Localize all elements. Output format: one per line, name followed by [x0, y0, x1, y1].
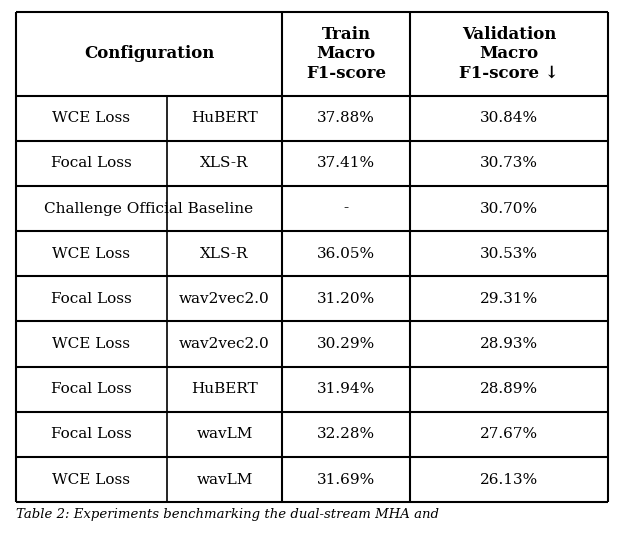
Text: 31.94%: 31.94%	[317, 382, 375, 396]
Text: 37.88%: 37.88%	[317, 111, 375, 125]
Text: Focal Loss: Focal Loss	[51, 157, 132, 170]
Text: 29.31%: 29.31%	[480, 292, 539, 306]
Text: 30.29%: 30.29%	[317, 337, 375, 351]
Text: WCE Loss: WCE Loss	[52, 337, 130, 351]
Text: 30.70%: 30.70%	[480, 201, 538, 215]
Text: -: -	[344, 201, 349, 215]
Text: HuBERT: HuBERT	[191, 111, 258, 125]
Text: Focal Loss: Focal Loss	[51, 292, 132, 306]
Text: WCE Loss: WCE Loss	[52, 111, 130, 125]
Text: 30.84%: 30.84%	[480, 111, 538, 125]
Text: wav2vec2.0: wav2vec2.0	[179, 292, 270, 306]
Text: WCE Loss: WCE Loss	[52, 247, 130, 261]
Text: Challenge Official Baseline: Challenge Official Baseline	[44, 201, 253, 215]
Text: 37.41%: 37.41%	[317, 157, 375, 170]
Text: 27.67%: 27.67%	[480, 428, 538, 441]
Text: WCE Loss: WCE Loss	[52, 472, 130, 487]
Text: XLS-R: XLS-R	[200, 157, 249, 170]
Text: Configuration: Configuration	[84, 45, 214, 62]
Text: Table 2: Experiments benchmarking the dual-stream MHA and: Table 2: Experiments benchmarking the du…	[16, 508, 439, 521]
Text: wavLM: wavLM	[197, 428, 253, 441]
Text: wavLM: wavLM	[197, 472, 253, 487]
Text: 30.53%: 30.53%	[480, 247, 538, 261]
Text: 31.69%: 31.69%	[317, 472, 375, 487]
Text: Focal Loss: Focal Loss	[51, 428, 132, 441]
Text: 28.89%: 28.89%	[480, 382, 538, 396]
Text: Validation
Macro
F1-score ↓: Validation Macro F1-score ↓	[459, 25, 559, 82]
Text: 36.05%: 36.05%	[317, 247, 375, 261]
Text: XLS-R: XLS-R	[200, 247, 249, 261]
Text: 28.93%: 28.93%	[480, 337, 538, 351]
Text: 26.13%: 26.13%	[480, 472, 539, 487]
Text: 30.73%: 30.73%	[480, 157, 538, 170]
Text: 32.28%: 32.28%	[317, 428, 375, 441]
Text: wav2vec2.0: wav2vec2.0	[179, 337, 270, 351]
Text: Focal Loss: Focal Loss	[51, 382, 132, 396]
Text: Train
Macro
F1-score: Train Macro F1-score	[306, 25, 386, 82]
Text: HuBERT: HuBERT	[191, 382, 258, 396]
Text: 31.20%: 31.20%	[317, 292, 375, 306]
